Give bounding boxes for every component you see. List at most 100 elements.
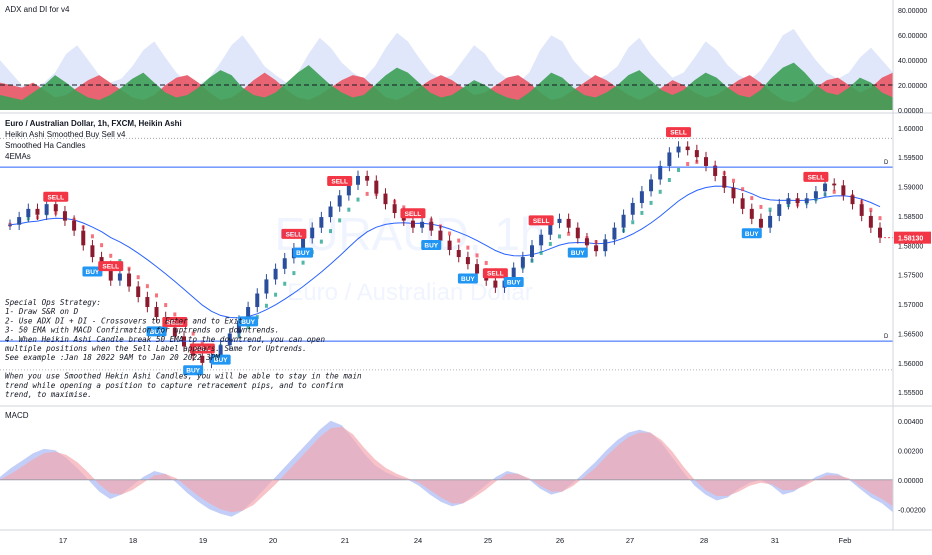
buy-marker (183, 365, 204, 376)
candle-body (823, 183, 828, 192)
candle-body (410, 220, 415, 228)
candle-body (804, 198, 809, 203)
strategy-note-line: trend, to maximise. (5, 390, 92, 399)
macd-tick-label: 0.00000 (898, 478, 923, 485)
marker-label: SELL (47, 194, 64, 201)
marker-label: SELL (808, 174, 825, 181)
smoothed-ha-candle (283, 281, 287, 286)
candle-body (575, 227, 580, 239)
candle-body (301, 238, 306, 249)
sell-marker (327, 175, 353, 186)
candle-body (786, 198, 791, 205)
adx-tick-label: 80.00000 (898, 8, 927, 15)
candle-body (108, 265, 113, 281)
candle-body (127, 273, 132, 287)
resistance-label: D (884, 160, 889, 166)
marker-label: SELL (286, 231, 303, 238)
price-tick-label: 1.56500 (898, 331, 923, 338)
candle-body (136, 286, 141, 298)
sell-marker (43, 191, 69, 202)
candle-body (530, 245, 534, 258)
smoothed-ha-candle (484, 260, 488, 265)
price-tick-label: 1.58000 (898, 243, 923, 250)
candle-body (475, 264, 480, 274)
candle-body (740, 198, 745, 209)
smoothed-ha-candle (90, 234, 94, 239)
marker-label: SELL (194, 346, 211, 353)
macd-tick-label: 0.00400 (898, 419, 923, 426)
price-tick-label: 1.55500 (898, 390, 923, 397)
marker-label: BUY (296, 250, 310, 257)
smoothed-ha-candle (365, 191, 369, 196)
candle-body (594, 245, 599, 252)
candle-body (365, 175, 370, 181)
chart-title: Euro / Australian Dollar, 1h, FXCM, Heik… (5, 119, 182, 128)
candle-body (392, 204, 397, 213)
sell-marker (528, 215, 554, 226)
time-tick-label: 31 (771, 536, 779, 545)
strategy-note-line: 3- 50 EMA with MACD Confirmation for upt… (4, 326, 279, 335)
candle-body (749, 208, 754, 219)
buy-marker (238, 316, 259, 327)
time-tick-label: 28 (700, 536, 708, 545)
candle-body (584, 238, 589, 246)
marker-label: SELL (533, 218, 550, 225)
sell-marker (482, 268, 508, 279)
candle-body (557, 218, 562, 223)
candle-body (236, 320, 241, 334)
candle-body (200, 355, 205, 363)
smoothed-ha-candle (667, 178, 671, 183)
candle-body (465, 257, 470, 265)
candle-body (145, 297, 150, 308)
candle-body (35, 208, 40, 215)
smoothed-ha-candle (274, 292, 278, 297)
candle-body (172, 327, 177, 337)
buy-marker (82, 266, 103, 277)
candle-body (832, 183, 837, 186)
time-tick-label: Feb (839, 536, 852, 545)
axes: 80.00000 60.00000 40.00000 20.00000 0.00000 1… (59, 8, 931, 545)
candle-body (758, 218, 763, 228)
smoothed-ha-candle (136, 275, 140, 280)
marker-label: BUY (424, 243, 438, 250)
price-tick-label: 1.59500 (898, 155, 923, 162)
candle-body (777, 204, 782, 216)
smoothed-ha-candle (457, 238, 461, 243)
candle-body (713, 165, 718, 176)
macd-panel-title: MACD (5, 411, 29, 420)
strategy-note-line: 2- Use ADX DI + DI - Crossovers to Enter… (5, 316, 243, 325)
smoothed-ha-candle (731, 178, 735, 183)
watermark-symbol: EURAUD, 1h (275, 208, 546, 260)
time-tick-label: 25 (484, 536, 492, 545)
smoothed-ha-candle (768, 207, 772, 212)
price-tick-label: 1.58500 (898, 214, 923, 221)
smoothed-ha-candle (658, 189, 662, 194)
candle-body (356, 175, 360, 185)
candle-body (722, 175, 727, 188)
adx-tick-label: 20.00000 (898, 83, 927, 90)
adx-tick-label: 0.00000 (898, 108, 923, 115)
candle-body (694, 150, 699, 158)
buy-marker (210, 354, 231, 365)
last-price-label: 1.58130 (898, 236, 923, 243)
time-tick-label: 17 (59, 536, 67, 545)
smoothed-ha-candle (264, 303, 268, 308)
candle-body (685, 146, 690, 151)
smoothed-ha-candle (548, 241, 552, 246)
sell-marker (400, 208, 426, 219)
marker-label: BUY (150, 329, 164, 336)
candle-body (328, 206, 333, 218)
strategy-note-line: When you use Smoothed Hekin Ashi Candles… (5, 372, 362, 381)
marker-label: BUY (461, 276, 475, 283)
marker-label: SELL (167, 320, 184, 327)
last-price-badge (894, 231, 931, 244)
strategy-note-line: 4- When Heikin Ashi Candle break 50 EMA … (5, 335, 325, 344)
candle-body (420, 221, 425, 228)
strategy-note-line: multiple positions when the Sell Label a… (4, 344, 307, 353)
smoothed-ha-candle (539, 250, 543, 255)
candle-body (53, 204, 58, 212)
marker-label: SELL (670, 130, 687, 137)
candle-body (878, 227, 882, 238)
price-panel: DDSELLBUYSELLBUYSELLBUYSELLBUYBUYSELLBUY… (0, 127, 893, 376)
